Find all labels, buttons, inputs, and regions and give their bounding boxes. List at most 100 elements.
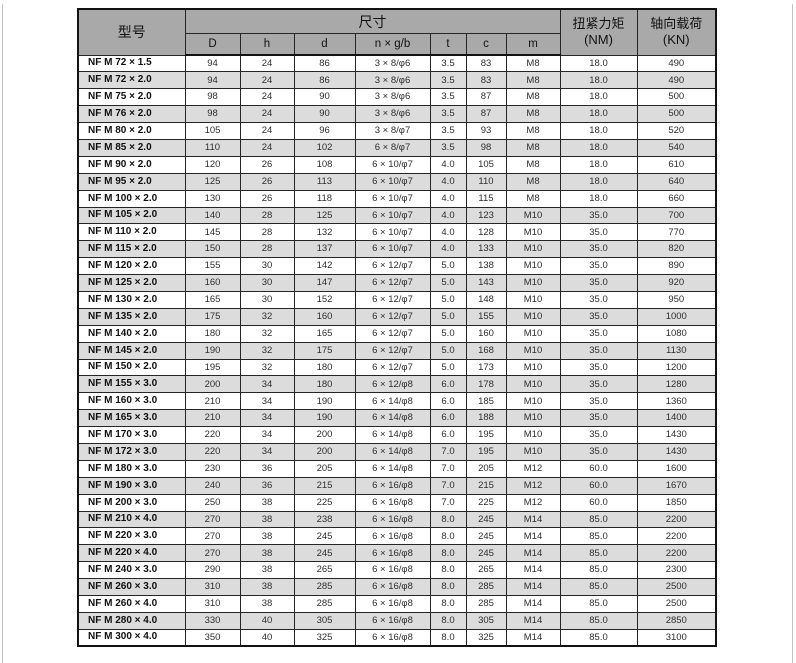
value-cell: 6 × 12/φ7	[354, 257, 431, 276]
value-cell: M8	[505, 138, 561, 157]
value-cell: 6 × 16/φ8	[354, 561, 431, 580]
value-cell: 30	[239, 257, 295, 276]
value-cell: 120	[184, 155, 241, 174]
value-cell: 5.0	[429, 257, 467, 276]
value-cell: 190	[184, 341, 241, 360]
table-row: NF M 115 × 2.0 150 28 137 6 × 10/φ7 4.0 133 M10…	[77, 240, 717, 259]
value-cell: 1000	[636, 307, 717, 326]
model-cell: NF M 76 × 2.0	[77, 105, 186, 124]
value-cell: 18.0	[559, 71, 638, 90]
model-cell: NF M 95 × 2.0	[77, 172, 186, 191]
value-cell: 920	[636, 274, 717, 292]
value-cell: 87	[465, 105, 507, 124]
model-cell: NF M 260 × 3.0	[77, 578, 186, 596]
value-cell: 38	[239, 493, 295, 512]
value-cell: 7.0	[429, 459, 467, 478]
value-cell: M12	[505, 493, 561, 512]
table-row: NF M 120 × 2.0 155 30 142 6 × 12/φ7 5.0 138 M10…	[77, 257, 717, 276]
value-cell: 1200	[636, 358, 717, 377]
value-cell: 7.0	[429, 493, 467, 512]
table-row: NF M 155 × 3.0 200 34 180 6 × 12/φ8 6.0 178 M10…	[77, 375, 717, 394]
value-cell: 35.0	[559, 290, 638, 309]
value-cell: 35.0	[559, 324, 638, 343]
value-cell: 90	[293, 105, 356, 124]
table-header: 型号 尺寸 扭紧力矩 (NM) 轴向载荷 (KN) D h d n × g/b …	[77, 8, 717, 56]
value-cell: 3 × 8/φ6	[354, 88, 431, 107]
value-cell: 18.0	[559, 88, 638, 107]
table-row: NF M 172 × 3.0 220 34 200 6 × 14/φ8 7.0 195 M10…	[77, 442, 717, 461]
value-cell: 770	[636, 223, 717, 242]
value-cell: 60.0	[559, 476, 638, 495]
value-cell: M8	[505, 155, 561, 174]
table-row: NF M 145 × 2.0 190 32 175 6 × 12/φ7 5.0 168 M10…	[77, 341, 717, 360]
value-cell: M10	[505, 392, 561, 411]
subheader-d: d	[293, 33, 356, 56]
value-cell: 38	[239, 578, 295, 596]
value-cell: M10	[505, 307, 561, 326]
value-cell: 18.0	[559, 172, 638, 191]
value-cell: 108	[293, 155, 356, 174]
model-cell: NF M 90 × 2.0	[77, 155, 186, 174]
page-edge-left	[2, 4, 3, 663]
table-row: NF M 135 × 2.0 175 32 160 6 × 12/φ7 5.0 155 M10…	[77, 307, 717, 326]
value-cell: 94	[184, 54, 241, 73]
value-cell: 1600	[636, 459, 717, 478]
value-cell: 26	[239, 189, 295, 208]
table-row: NF M 80 × 2.0 105 24 96 3 × 8/φ7 3.5 93 M8 18.0 5…	[77, 122, 717, 140]
value-cell: 86	[293, 71, 356, 90]
value-cell: 138	[465, 257, 507, 276]
table-row: NF M 170 × 3.0 220 34 200 6 × 14/φ8 6.0 195 M10…	[77, 426, 717, 444]
value-cell: 34	[239, 426, 295, 444]
value-cell: 6 × 16/φ8	[354, 578, 431, 596]
value-cell: 310	[184, 578, 241, 596]
model-cell: NF M 280 × 4.0	[77, 611, 186, 630]
table-row: NF M 260 × 4.0 310 38 285 6 × 16/φ8 8.0 285 M14…	[77, 595, 717, 613]
value-cell: 6 × 12/φ7	[354, 274, 431, 292]
value-cell: 640	[636, 172, 717, 191]
model-cell: NF M 172 × 3.0	[77, 442, 186, 461]
spec-table: 型号 尺寸 扭紧力矩 (NM) 轴向载荷 (KN) D h d n × g/b …	[77, 8, 718, 648]
value-cell: 245	[465, 544, 507, 563]
value-cell: 98	[465, 138, 507, 157]
value-cell: 24	[239, 88, 295, 107]
value-cell: 35.0	[559, 274, 638, 292]
value-cell: 6 × 14/φ8	[354, 409, 431, 428]
value-cell: M8	[505, 71, 561, 90]
value-cell: 5.0	[429, 290, 467, 309]
value-cell: 500	[636, 105, 717, 124]
value-cell: 24	[239, 138, 295, 157]
model-cell: NF M 150 × 2.0	[77, 358, 186, 377]
value-cell: 285	[465, 595, 507, 613]
model-cell: NF M 145 × 2.0	[77, 341, 186, 360]
value-cell: 1130	[636, 341, 717, 360]
value-cell: 18.0	[559, 54, 638, 73]
value-cell: 87	[465, 88, 507, 107]
value-cell: 200	[184, 375, 241, 394]
model-cell: NF M 72 × 2.0	[77, 71, 186, 90]
value-cell: 35.0	[559, 375, 638, 394]
value-cell: M10	[505, 341, 561, 360]
model-cell: NF M 115 × 2.0	[77, 240, 186, 259]
value-cell: M8	[505, 189, 561, 208]
value-cell: 6 × 14/φ8	[354, 459, 431, 478]
value-cell: 94	[184, 71, 241, 90]
value-cell: M12	[505, 459, 561, 478]
value-cell: 3 × 8/φ6	[354, 71, 431, 90]
value-cell: 5.0	[429, 358, 467, 377]
value-cell: 24	[239, 71, 295, 90]
value-cell: 185	[465, 392, 507, 411]
value-cell: 98	[184, 105, 241, 124]
model-cell: NF M 125 × 2.0	[77, 274, 186, 292]
value-cell: M10	[505, 257, 561, 276]
value-cell: M10	[505, 358, 561, 377]
table-row: NF M 200 × 3.0 250 38 225 6 × 16/φ8 7.0 225 M12…	[77, 493, 717, 512]
table-row: NF M 130 × 2.0 165 30 152 6 × 12/φ7 5.0 148 M10…	[77, 290, 717, 309]
value-cell: 6 × 16/φ8	[354, 476, 431, 495]
value-cell: 85.0	[559, 611, 638, 630]
value-cell: 35.0	[559, 442, 638, 461]
model-cell: NF M 105 × 2.0	[77, 206, 186, 225]
value-cell: 1280	[636, 375, 717, 394]
value-cell: M10	[505, 324, 561, 343]
value-cell: M8	[505, 88, 561, 107]
value-cell: 18.0	[559, 105, 638, 124]
